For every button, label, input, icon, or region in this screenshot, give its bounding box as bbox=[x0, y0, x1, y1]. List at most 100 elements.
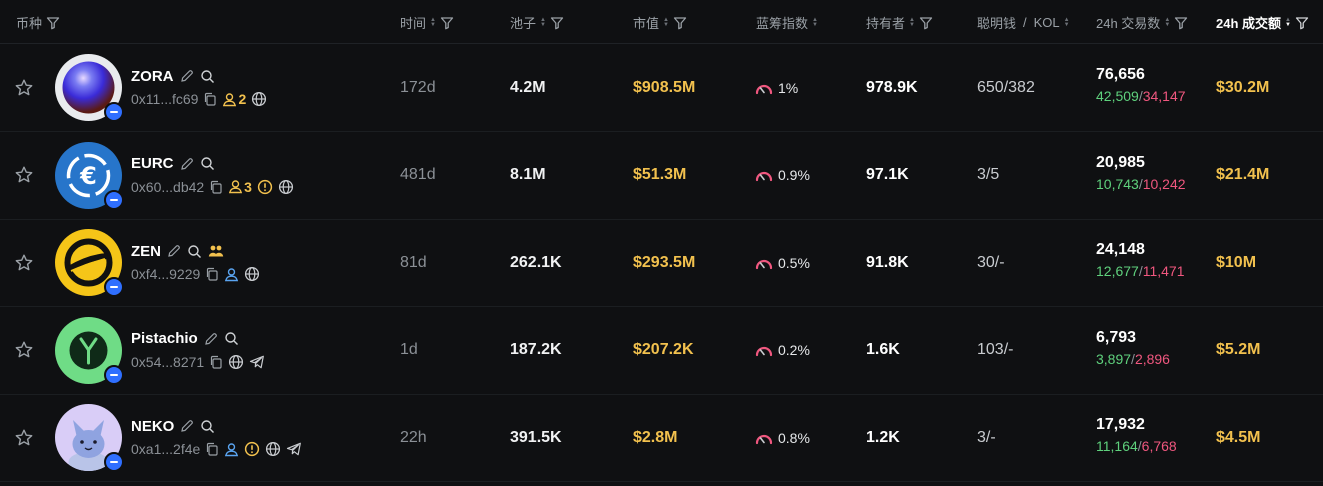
edit-pencil-icon[interactable] bbox=[180, 157, 194, 171]
sort-icon[interactable]: ▲ ▼ bbox=[812, 16, 818, 28]
favorite-star-icon[interactable] bbox=[14, 132, 34, 219]
edit-pencil-icon[interactable] bbox=[180, 419, 194, 433]
table-row[interactable]: NEKO 0xa1...2f4e 22h 391.5K $2.8M 0.8% 1… bbox=[0, 394, 1323, 482]
sort-desc-icon[interactable]: ▲ ▼ bbox=[1285, 16, 1291, 28]
team-icon[interactable] bbox=[208, 244, 224, 258]
tx-sells: 34,147 bbox=[1142, 88, 1186, 104]
search-icon[interactable] bbox=[200, 69, 215, 84]
globe-icon[interactable] bbox=[251, 91, 267, 107]
col-smart-kol[interactable]: 聪明钱 / KOL ▲ ▼ bbox=[977, 13, 1070, 32]
token-avatar[interactable] bbox=[55, 316, 124, 385]
col-age[interactable]: 时间 ▲ ▼ bbox=[400, 13, 454, 32]
table-row[interactable]: € EURC 0x60...db42 3 481d 8.1M $51.3M bbox=[0, 132, 1323, 220]
globe-icon[interactable] bbox=[228, 354, 244, 370]
sort-icon[interactable]: ▲ ▼ bbox=[1063, 16, 1070, 28]
table-row[interactable]: ZORA 0x11...fc69 2 172d 4.2M $908.5M 1% … bbox=[0, 44, 1323, 132]
col-bluechip[interactable]: 蓝筹指数 ▲ ▼ bbox=[756, 13, 818, 32]
edit-pencil-icon[interactable] bbox=[204, 332, 218, 346]
token-avatar[interactable] bbox=[55, 404, 124, 472]
favorite-star-icon[interactable] bbox=[14, 44, 34, 131]
filter-icon[interactable] bbox=[919, 16, 933, 30]
token-symbol[interactable]: EURC bbox=[131, 155, 174, 172]
search-icon[interactable] bbox=[200, 156, 215, 171]
search-icon[interactable] bbox=[224, 331, 239, 346]
tx-count: 24,148 12,677/11,471 bbox=[1096, 241, 1185, 279]
copy-icon[interactable] bbox=[209, 355, 223, 369]
filter-icon[interactable] bbox=[673, 16, 687, 30]
col-mcap-label: 市值 bbox=[633, 16, 660, 31]
age-value: 481d bbox=[400, 166, 436, 183]
col-txs[interactable]: 24h 交易数 ▲ ▼ bbox=[1096, 13, 1188, 32]
sort-icon[interactable]: ▲ ▼ bbox=[540, 16, 546, 28]
pool-value: 391.5K bbox=[510, 428, 562, 446]
filter-icon[interactable] bbox=[550, 16, 564, 30]
token-logo bbox=[55, 54, 122, 121]
copy-icon[interactable] bbox=[209, 180, 223, 194]
globe-icon[interactable] bbox=[278, 179, 294, 195]
token-logo bbox=[55, 316, 122, 384]
contract-address[interactable]: 0x60...db42 bbox=[131, 178, 205, 195]
col-pool[interactable]: 池子 ▲ ▼ bbox=[510, 13, 564, 32]
volume-value: $30.2M bbox=[1216, 78, 1270, 96]
table-row[interactable]: Pistachio 0x54...8271 1d 187.2K $207.2K … bbox=[0, 307, 1323, 395]
col-volume[interactable]: 24h 成交额 ▲ ▼ bbox=[1216, 13, 1309, 32]
search-icon[interactable] bbox=[187, 244, 202, 259]
tx-sells: 2,896 bbox=[1134, 350, 1170, 367]
col-bluechip-label: 蓝筹指数 bbox=[756, 16, 809, 31]
warning-icon[interactable] bbox=[257, 179, 273, 195]
volume-value: $10M bbox=[1216, 253, 1257, 271]
filter-icon[interactable] bbox=[440, 16, 454, 30]
sort-icon[interactable]: ▲ ▼ bbox=[663, 16, 669, 28]
token-info: EURC 0x60...db42 3 bbox=[131, 154, 294, 197]
token-avatar[interactable] bbox=[55, 229, 124, 297]
warning-icon[interactable] bbox=[244, 441, 260, 457]
favorite-star-icon[interactable] bbox=[14, 307, 34, 394]
filter-icon[interactable] bbox=[46, 16, 60, 30]
favorite-star-icon[interactable] bbox=[14, 394, 34, 481]
table-row[interactable]: ZEN 0xf4...9229 81d 262.1K $293.5M 0.5% … bbox=[0, 219, 1323, 307]
telegram-icon[interactable] bbox=[286, 441, 302, 457]
copy-icon[interactable] bbox=[205, 442, 219, 456]
dev-holders-count: 3 bbox=[244, 178, 252, 195]
gauge-icon bbox=[754, 167, 774, 183]
dev-holders-tag[interactable]: 2 bbox=[222, 91, 246, 107]
sort-icon[interactable]: ▲ ▼ bbox=[430, 16, 436, 28]
token-symbol[interactable]: ZEN bbox=[131, 242, 161, 260]
copy-icon[interactable] bbox=[203, 92, 217, 106]
contract-address[interactable]: 0xa1...2f4e bbox=[131, 441, 201, 457]
token-symbol[interactable]: ZORA bbox=[131, 67, 174, 85]
contract-address[interactable]: 0x11...fc69 bbox=[131, 91, 199, 107]
sort-icon[interactable]: ▲ ▼ bbox=[1164, 16, 1171, 28]
copy-icon[interactable] bbox=[205, 267, 219, 281]
search-icon[interactable] bbox=[200, 419, 215, 434]
filter-icon[interactable] bbox=[1295, 16, 1309, 30]
token-avatar[interactable] bbox=[55, 54, 124, 122]
user-icon[interactable] bbox=[224, 442, 239, 457]
col-token[interactable]: 币种 bbox=[16, 13, 60, 32]
tx-total: 76,656 bbox=[1096, 66, 1145, 83]
col-mcap[interactable]: 市值 ▲ ▼ bbox=[633, 13, 687, 32]
tx-total: 17,932 bbox=[1096, 416, 1145, 433]
col-smart-separator: / bbox=[1023, 15, 1027, 30]
token-symbol[interactable]: NEKO bbox=[131, 417, 175, 435]
edit-pencil-icon[interactable] bbox=[180, 69, 194, 83]
chain-badge-icon bbox=[104, 452, 124, 472]
sort-icon[interactable]: ▲ ▼ bbox=[909, 16, 915, 28]
tx-buys: 10,743 bbox=[1096, 175, 1139, 192]
contract-address[interactable]: 0xf4...9229 bbox=[131, 266, 201, 282]
token-symbol[interactable]: Pistachio bbox=[131, 330, 198, 347]
col-holders[interactable]: 持有者 ▲ ▼ bbox=[866, 13, 933, 32]
filter-icon[interactable] bbox=[1174, 16, 1188, 30]
favorite-star-icon[interactable] bbox=[14, 219, 34, 306]
market-cap-value: $908.5M bbox=[633, 78, 696, 96]
edit-pencil-icon[interactable] bbox=[167, 244, 181, 258]
bluechip-index: 0.9% bbox=[754, 132, 810, 219]
globe-icon[interactable] bbox=[265, 441, 281, 457]
globe-icon[interactable] bbox=[244, 266, 260, 282]
telegram-icon[interactable] bbox=[249, 354, 265, 370]
contract-address[interactable]: 0x54...8271 bbox=[131, 353, 205, 370]
user-icon[interactable] bbox=[224, 267, 239, 282]
token-avatar[interactable]: € bbox=[55, 141, 124, 210]
dev-holders-tag[interactable]: 3 bbox=[228, 179, 252, 195]
